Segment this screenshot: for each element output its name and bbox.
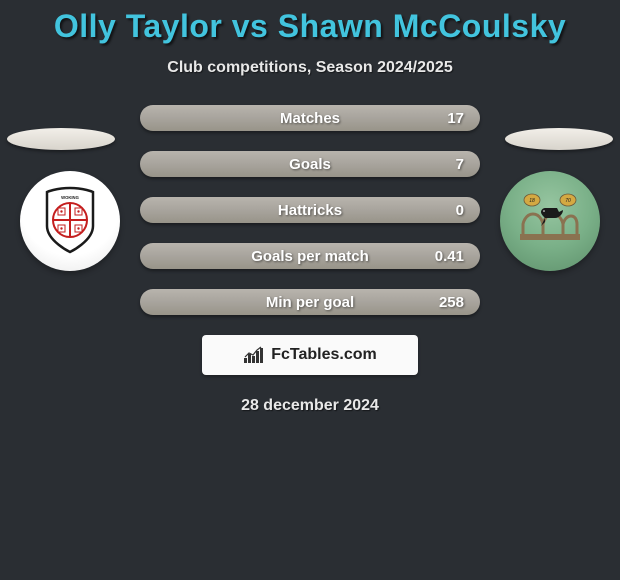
chart-icon [243, 346, 265, 364]
stat-value: 7 [456, 156, 464, 173]
stat-row-goals: Goals 7 [0, 151, 620, 177]
right-club-crest: 18 70 [500, 171, 600, 271]
woking-crest-icon: WOKING [41, 186, 99, 256]
stat-row-min-per-goal: Min per goal 258 [0, 289, 620, 315]
brand-box: FcTables.com [202, 335, 418, 375]
bridge-crest-icon: 18 70 [515, 186, 585, 256]
svg-text:70: 70 [565, 198, 571, 204]
stat-label: Min per goal [266, 294, 354, 311]
stat-label: Matches [280, 110, 340, 127]
stat-value: 0 [456, 202, 464, 219]
stat-label: Goals [289, 156, 331, 173]
stat-pill: Goals 7 [140, 151, 480, 177]
stat-label: Hattricks [278, 202, 342, 219]
right-player-oval [505, 128, 613, 150]
stat-pill: Min per goal 258 [140, 289, 480, 315]
page-title: Olly Taylor vs Shawn McCoulsky [0, 8, 620, 45]
stat-row-matches: Matches 17 [0, 105, 620, 131]
subtitle: Club competitions, Season 2024/2025 [0, 59, 620, 77]
date: 28 december 2024 [0, 397, 620, 415]
stat-value: 17 [447, 110, 464, 127]
stat-value: 0.41 [435, 248, 464, 265]
svg-text:18: 18 [529, 198, 535, 204]
stat-pill: Goals per match 0.41 [140, 243, 480, 269]
svg-text:WOKING: WOKING [61, 195, 79, 200]
stat-pill: Matches 17 [140, 105, 480, 131]
left-player-oval [7, 128, 115, 150]
brand-text: FcTables.com [271, 346, 377, 364]
left-club-crest: WOKING [20, 171, 120, 271]
stat-pill: Hattricks 0 [140, 197, 480, 223]
stat-value: 258 [439, 294, 464, 311]
stat-label: Goals per match [251, 248, 369, 265]
